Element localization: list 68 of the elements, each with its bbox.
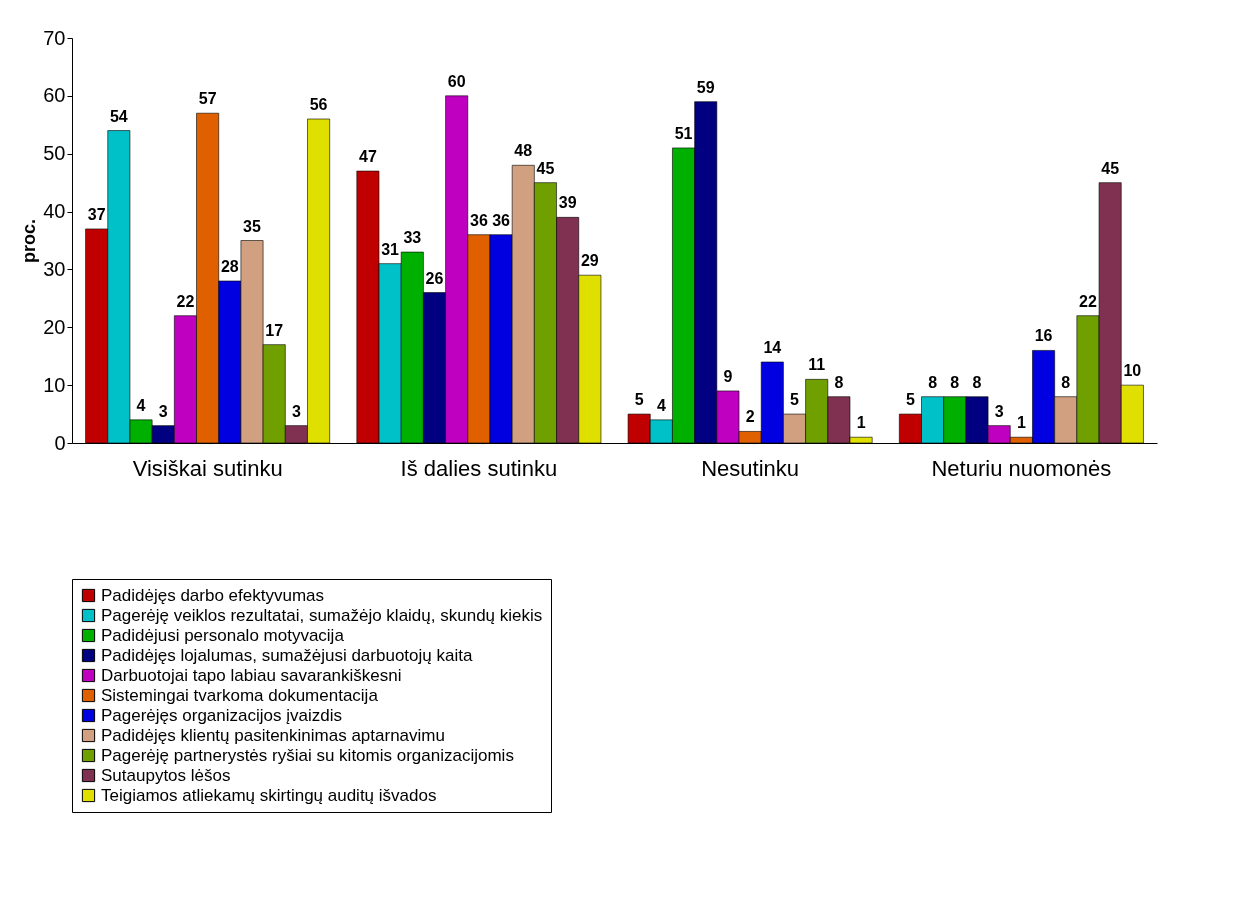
- data-label: 8: [950, 373, 960, 391]
- legend-label: Darbuotojai tapo labiau savarankiškesni: [101, 665, 402, 685]
- data-label: 54: [109, 107, 128, 125]
- data-label: 16: [1034, 327, 1053, 345]
- data-label: 3: [158, 402, 168, 420]
- data-label: 39: [558, 194, 577, 212]
- data-label: 48: [514, 142, 533, 160]
- data-label: 8: [1061, 373, 1071, 391]
- data-label: 22: [1079, 292, 1097, 310]
- data-label: 56: [309, 96, 328, 113]
- data-label: 31: [381, 240, 400, 258]
- data-label: 36: [492, 211, 511, 229]
- data-label: 47: [359, 148, 377, 166]
- data-label: 14: [763, 339, 782, 356]
- legend-label: Pagerėję veiklos rezultatai, sumažėjo klaidų, skundų kiekis: [101, 605, 543, 625]
- y-tick-label: 10: [43, 373, 66, 396]
- y-tick-label: 20: [43, 315, 66, 338]
- data-label: 1: [1016, 414, 1026, 432]
- data-label: 10: [1123, 362, 1142, 380]
- legend-label: Padidėjęs lojalumas, sumažėjusi darbuotojų kaita: [101, 645, 473, 665]
- data-label: 26: [425, 269, 444, 287]
- data-label: 1: [856, 414, 866, 432]
- data-label: 5: [634, 391, 644, 409]
- data-label: 4: [136, 396, 146, 414]
- data-label: 22: [176, 292, 195, 310]
- data-label: 17: [265, 321, 284, 339]
- data-label: 35: [243, 217, 262, 235]
- data-label: 8: [928, 373, 938, 391]
- legend-label: Pagerėjęs organizacijos įvaizdis: [101, 705, 342, 725]
- legend-label: Padidėjęs darbo efektyvumas: [101, 585, 325, 605]
- data-label: 8: [972, 373, 982, 391]
- data-label: 11: [808, 356, 826, 374]
- data-label: 5: [905, 391, 915, 409]
- legend-label: Padidėjusi personalo motyvacija: [101, 625, 345, 645]
- y-tick-label: 0: [54, 431, 66, 454]
- data-label: 3: [994, 402, 1004, 420]
- legend-label: Teigiamos atliekamų skirtingų auditų išvados: [101, 785, 437, 805]
- data-label: 37: [87, 205, 106, 223]
- data-label: 59: [696, 78, 715, 96]
- legend-label: Sutaupytos lėšos: [101, 765, 231, 785]
- legend-label: Padidėjęs klientų pasitenkinimas aptarnavimu: [101, 725, 445, 745]
- data-label: 3: [291, 402, 301, 420]
- legend-label: Sistemingai tvarkoma dokumentacija: [101, 685, 379, 705]
- x-tick-label: Nesutinku: [701, 455, 800, 481]
- data-label: 36: [469, 211, 488, 229]
- x-tick-label: Neturiu nuomonės: [931, 455, 1112, 481]
- data-label: 33: [403, 229, 422, 247]
- data-label: 29: [580, 252, 599, 270]
- data-label: 28: [220, 258, 239, 275]
- legend-label: Pagerėję partnerystės ryšiai su kitomis organizacijomis: [101, 745, 514, 765]
- y-tick-label: 70: [43, 26, 66, 49]
- data-label: 2: [745, 408, 755, 426]
- y-axis-title: proc.: [19, 218, 40, 264]
- data-label: 45: [536, 159, 555, 177]
- data-label: 45: [1101, 159, 1120, 177]
- data-label: 60: [447, 72, 466, 90]
- y-tick-label: 30: [43, 257, 66, 280]
- data-label: 4: [656, 396, 666, 414]
- y-tick-label: 50: [43, 142, 66, 165]
- x-tick-label: Visiškai sutinku: [132, 455, 283, 481]
- data-label: 8: [834, 373, 844, 391]
- data-label: 5: [790, 391, 800, 409]
- y-tick-label: 40: [43, 200, 66, 223]
- x-tick-label: Iš dalies sutinku: [400, 455, 558, 481]
- data-label: 51: [674, 124, 693, 142]
- data-label: 57: [198, 90, 217, 108]
- y-tick-label: 60: [43, 84, 66, 107]
- data-label: 9: [723, 367, 733, 385]
